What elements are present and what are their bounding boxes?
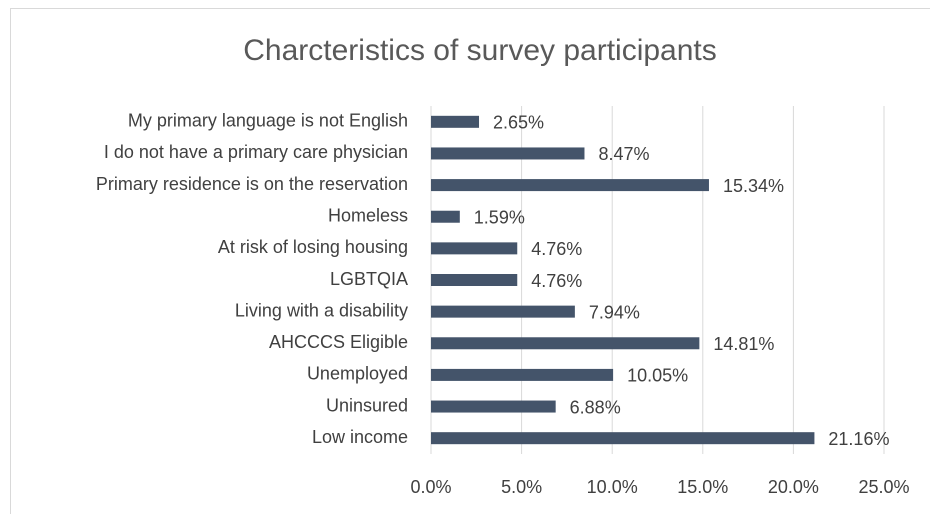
chart-border (10, 8, 930, 514)
bar (431, 432, 815, 445)
bar (431, 147, 585, 160)
x-tick-label: 5.0% (501, 477, 542, 497)
x-tick-label: 10.0% (587, 477, 638, 497)
y-tick-label: My primary language is not English (128, 111, 408, 131)
data-label: 1.59% (474, 207, 525, 227)
y-tick-label: LGBTQIA (330, 269, 408, 289)
y-tick-label: Primary residence is on the reservation (96, 174, 408, 194)
data-label: 4.76% (531, 271, 582, 291)
x-tick-label: 0.0% (410, 477, 451, 497)
chart-title: Charcteristics of survey participants (243, 34, 717, 67)
x-tick-label: 25.0% (858, 477, 909, 497)
data-label: 2.65% (493, 113, 544, 133)
data-label: 7.94% (589, 302, 640, 322)
bar (431, 115, 480, 128)
data-label: 10.05% (627, 366, 688, 386)
bar (431, 274, 518, 286)
data-label: 21.16% (828, 429, 889, 449)
y-tick-label: Low income (312, 427, 408, 447)
data-label: 14.81% (713, 334, 774, 354)
bar (431, 368, 614, 381)
bar (431, 210, 460, 223)
bar (431, 242, 518, 255)
data-label: 6.88% (570, 397, 621, 417)
data-label: 4.76% (531, 239, 582, 259)
y-tick-label: Unemployed (307, 364, 408, 384)
bar (431, 305, 575, 318)
y-tick-label: Uninsured (326, 395, 408, 415)
y-tick-label: Living with a disability (235, 300, 408, 320)
bar (431, 337, 700, 350)
y-tick-label: At risk of losing housing (218, 237, 408, 257)
bar (431, 179, 709, 192)
x-tick-label: 15.0% (677, 477, 728, 497)
x-tick-label: 20.0% (768, 477, 819, 497)
data-label: 8.47% (598, 144, 649, 164)
data-label: 15.34% (723, 176, 784, 196)
y-tick-label: I do not have a primary care physician (104, 142, 408, 162)
bar (431, 400, 556, 413)
y-tick-label: Homeless (328, 205, 408, 225)
y-tick-label: AHCCCS Eligible (269, 332, 408, 352)
